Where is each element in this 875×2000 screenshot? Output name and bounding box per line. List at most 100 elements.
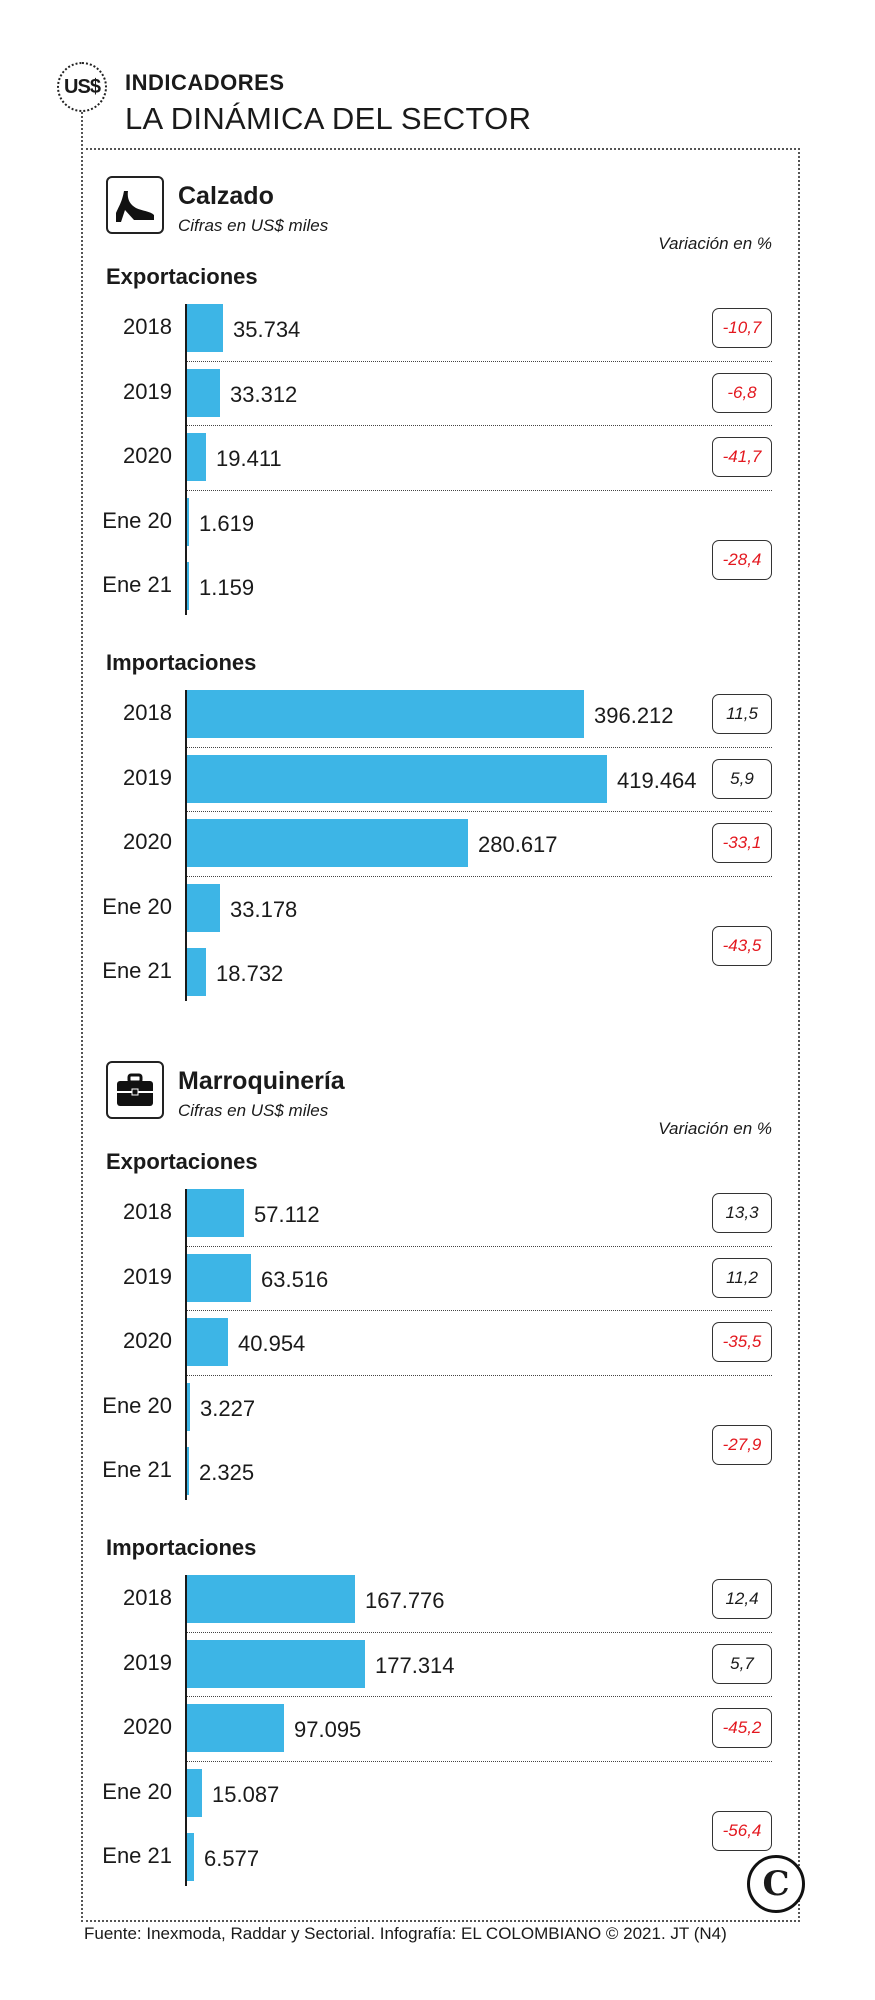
page-title: LA DINÁMICA DEL SECTOR xyxy=(125,101,532,136)
value-label: 15.087 xyxy=(212,1782,280,1807)
row-divider xyxy=(187,490,772,491)
value-label: 97.095 xyxy=(294,1717,362,1742)
category-label: Ene 20 xyxy=(102,1779,172,1804)
bar xyxy=(187,1575,355,1623)
bar xyxy=(187,498,189,546)
variation-badge: -10,7 xyxy=(712,308,772,348)
bar xyxy=(187,562,189,610)
value-label: 35.734 xyxy=(233,317,301,342)
value-label: 1.619 xyxy=(199,511,255,536)
category-label: 2019 xyxy=(123,379,172,404)
category-label: 2019 xyxy=(123,1650,172,1675)
section-subtitle: Cifras en US$ miles xyxy=(178,216,329,235)
value-label: 33.178 xyxy=(230,897,298,922)
currency-badge-icon: US$ xyxy=(57,62,107,112)
row-divider xyxy=(187,1696,772,1697)
bar xyxy=(187,1318,228,1366)
variation-badge: -41,7 xyxy=(712,437,772,477)
group-title: Exportaciones xyxy=(106,264,258,289)
variation-badge: -56,4 xyxy=(712,1811,772,1851)
category-label: 2020 xyxy=(123,443,172,468)
category-label: 2019 xyxy=(123,765,172,790)
bar xyxy=(187,1447,189,1495)
row-divider xyxy=(187,1375,772,1376)
bar xyxy=(187,819,468,867)
value-label: 177.314 xyxy=(375,1653,455,1678)
section-kicker: INDICADORES xyxy=(125,70,285,95)
row-divider xyxy=(187,1761,772,1762)
value-label: 63.516 xyxy=(261,1267,329,1292)
bar xyxy=(187,690,584,738)
chart-axis xyxy=(185,690,187,1001)
bar xyxy=(187,369,220,417)
row-divider xyxy=(187,425,772,426)
section-title: Calzado xyxy=(178,182,274,210)
row-divider xyxy=(187,1246,772,1247)
group-title: Importaciones xyxy=(106,1535,257,1560)
chart-axis xyxy=(185,1575,187,1886)
group-title: Exportaciones xyxy=(106,1149,258,1174)
category-label: 2018 xyxy=(123,700,172,725)
value-label: 280.617 xyxy=(478,832,558,857)
category-label: Ene 21 xyxy=(102,572,172,597)
bar xyxy=(187,948,206,996)
variation-badge: 12,4 xyxy=(712,1579,772,1619)
variation-badge: 5,9 xyxy=(712,759,772,799)
bar xyxy=(187,1640,365,1688)
value-label: 33.312 xyxy=(230,382,298,407)
chart-axis xyxy=(185,1189,187,1500)
chart-axis xyxy=(185,304,187,615)
value-label: 18.732 xyxy=(216,961,284,986)
category-label: 2020 xyxy=(123,1714,172,1739)
bar xyxy=(187,884,220,932)
bar xyxy=(187,1704,284,1752)
value-label: 3.227 xyxy=(200,1396,256,1421)
variation-badge: -27,9 xyxy=(712,1425,772,1465)
category-label: Ene 21 xyxy=(102,958,172,983)
value-label: 1.159 xyxy=(199,575,255,600)
category-label: 2019 xyxy=(123,1264,172,1289)
variation-badge: 5,7 xyxy=(712,1644,772,1684)
value-label: 2.325 xyxy=(199,1460,255,1485)
briefcase-icon xyxy=(106,1061,164,1119)
value-label: 40.954 xyxy=(238,1331,306,1356)
bar xyxy=(187,433,206,481)
bar xyxy=(187,1833,194,1881)
bar xyxy=(187,1769,202,1817)
high-heel-shoe-icon xyxy=(106,176,164,234)
category-label: 2020 xyxy=(123,1328,172,1353)
category-label: 2018 xyxy=(123,314,172,339)
variation-badge: -43,5 xyxy=(712,926,772,966)
row-divider xyxy=(187,1632,772,1633)
category-label: 2018 xyxy=(123,1585,172,1610)
bar xyxy=(187,1254,251,1302)
category-label: Ene 21 xyxy=(102,1457,172,1482)
frame-line xyxy=(81,112,83,1922)
source-footer: Fuente: Inexmoda, Raddar y Sectorial. In… xyxy=(84,1924,727,1943)
variation-badge: -6,8 xyxy=(712,373,772,413)
variation-badge: 11,2 xyxy=(712,1258,772,1298)
bar xyxy=(187,304,223,352)
row-divider xyxy=(187,876,772,877)
section-subtitle: Cifras en US$ miles xyxy=(178,1101,329,1120)
value-label: 396.212 xyxy=(594,703,674,728)
value-label: 57.112 xyxy=(254,1202,320,1227)
bar xyxy=(187,1189,244,1237)
variation-badge: -35,5 xyxy=(712,1322,772,1362)
category-label: 2020 xyxy=(123,829,172,854)
category-label: 2018 xyxy=(123,1199,172,1224)
bar xyxy=(187,755,607,803)
value-label: 419.464 xyxy=(617,768,697,793)
row-divider xyxy=(187,747,772,748)
bar xyxy=(187,1383,190,1431)
category-label: Ene 20 xyxy=(102,1393,172,1418)
variation-badge: -28,4 xyxy=(712,540,772,580)
row-divider xyxy=(187,361,772,362)
section-title: Marroquinería xyxy=(178,1067,345,1095)
category-label: Ene 21 xyxy=(102,1843,172,1868)
variation-header: Variación en % xyxy=(658,1119,772,1138)
variation-badge: 13,3 xyxy=(712,1193,772,1233)
category-label: Ene 20 xyxy=(102,508,172,533)
row-divider xyxy=(187,811,772,812)
